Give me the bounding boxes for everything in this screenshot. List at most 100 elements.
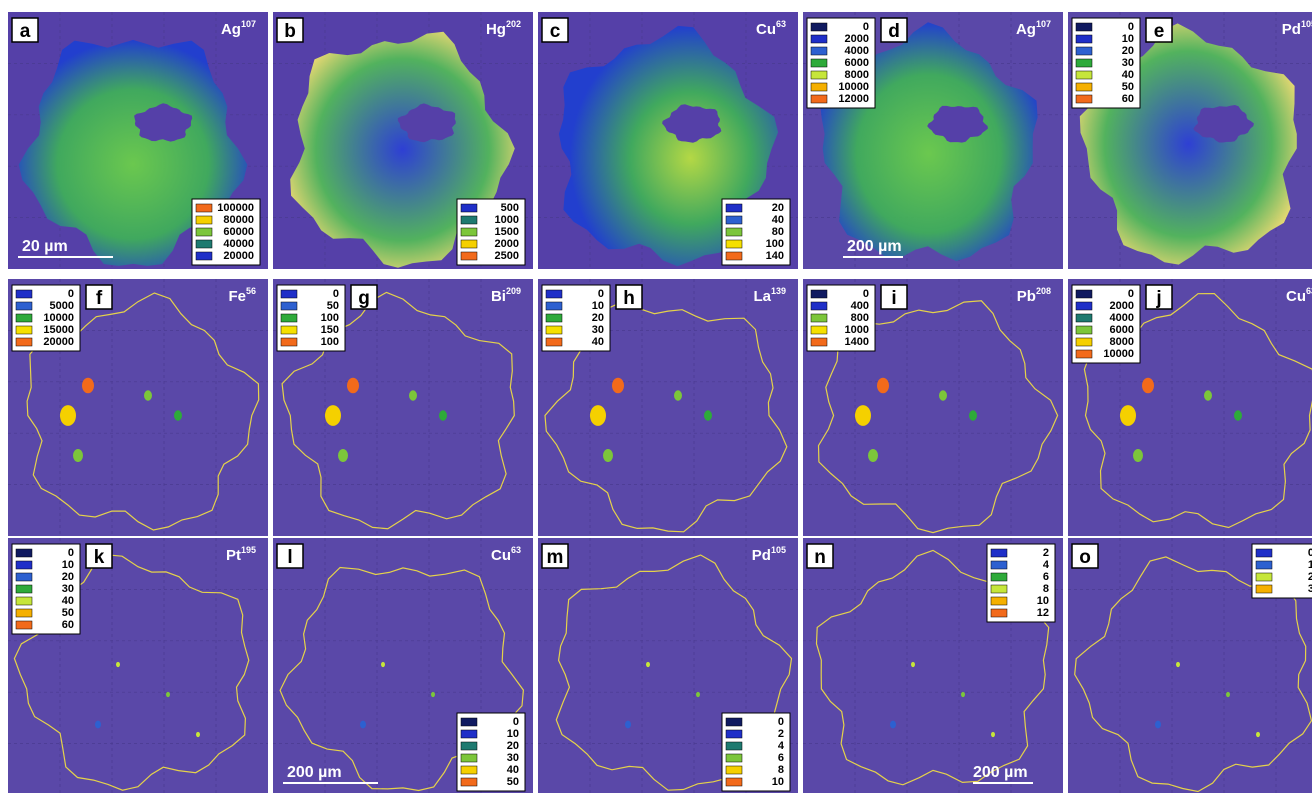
legend-label: 5000	[50, 300, 74, 312]
isotope-mass: 202	[506, 19, 521, 29]
legend-label: 30	[592, 324, 604, 336]
legend-label: 0	[68, 288, 74, 300]
figure: Ag10710000080000600004000020000a20 µmHg2…	[0, 0, 1312, 793]
legend-swatch	[811, 71, 827, 79]
legend-swatch	[196, 240, 212, 248]
panel: Pt1950102030405060k	[8, 538, 268, 793]
legend-swatch	[811, 302, 827, 310]
legend-swatch	[1256, 561, 1272, 569]
legend-label: 2500	[495, 250, 519, 262]
legend-swatch	[461, 754, 477, 762]
legend-label: 1400	[845, 336, 869, 348]
legend-label: 50	[1122, 81, 1134, 93]
legend-swatch	[16, 326, 32, 334]
element-symbol: La	[753, 288, 771, 305]
legend-label: 30	[507, 752, 519, 764]
panel-letter: l	[287, 547, 292, 568]
legend-label: 8000	[845, 69, 869, 81]
legend-label: 1000	[495, 214, 519, 226]
legend-swatch	[461, 252, 477, 260]
legend-label: 10	[592, 300, 604, 312]
hotspot	[325, 405, 341, 426]
hotspot	[1142, 378, 1154, 394]
legend-label: 140	[766, 250, 784, 262]
legend-label: 30	[1122, 57, 1134, 69]
hotspot	[174, 410, 182, 420]
hotspot	[360, 721, 366, 729]
legend-swatch	[811, 326, 827, 334]
hotspot	[1226, 692, 1230, 697]
legend-label: 4000	[1110, 312, 1134, 324]
legend-swatch	[281, 338, 297, 346]
hotspot	[338, 449, 348, 462]
legend-label: 0	[863, 21, 869, 33]
hotspot	[939, 390, 947, 400]
panel: Te1300123o	[1068, 538, 1312, 793]
legend-swatch	[281, 314, 297, 322]
legend-label: 6000	[1110, 324, 1134, 336]
legend-label: 60000	[223, 226, 254, 238]
isotope-mass: 107	[1036, 19, 1051, 29]
legend-label: 150	[321, 324, 339, 336]
legend-label: 20	[772, 202, 784, 214]
legend-swatch	[1076, 314, 1092, 322]
legend-swatch	[1076, 47, 1092, 55]
legend-label: 800	[851, 312, 869, 324]
element-symbol: Cu	[491, 547, 511, 564]
hotspot	[409, 390, 417, 400]
legend-label: 30	[62, 583, 74, 595]
legend-swatch	[991, 609, 1007, 617]
hotspot	[704, 410, 712, 420]
hotspot	[1234, 410, 1242, 420]
legend-label: 0	[598, 288, 604, 300]
legend-swatch	[461, 778, 477, 786]
isotope-mass: 107	[241, 19, 256, 29]
legend-label: 1	[1308, 559, 1312, 571]
legend-label: 3	[1308, 583, 1312, 595]
element-symbol: Ag	[1016, 21, 1036, 38]
panel-letter: k	[94, 547, 105, 568]
legend-label: 6	[1043, 571, 1049, 583]
legend-label: 8	[1043, 583, 1049, 595]
legend-label: 40	[62, 595, 74, 607]
legend-label: 0	[513, 716, 519, 728]
legend-swatch	[726, 742, 742, 750]
legend-swatch	[16, 549, 32, 557]
legend-label: 6	[778, 752, 784, 764]
legend-swatch	[726, 240, 742, 248]
hotspot	[646, 662, 650, 667]
scale-bar-label: 200 µm	[287, 764, 342, 781]
panel-letter: i	[891, 288, 896, 309]
legend-label: 0	[778, 716, 784, 728]
panel-letter: j	[1155, 288, 1161, 309]
element-symbol: Pd	[1282, 21, 1301, 38]
legend-swatch	[16, 302, 32, 310]
legend-label: 10	[1037, 595, 1049, 607]
panel-letter: a	[20, 21, 31, 42]
element-symbol: Ag	[221, 21, 241, 38]
legend-label: 400	[851, 300, 869, 312]
legend-label: 10	[507, 728, 519, 740]
element-symbol: Fe	[228, 288, 246, 305]
legend-label: 40	[1122, 69, 1134, 81]
hotspot	[612, 378, 624, 394]
legend-swatch	[461, 204, 477, 212]
legend-swatch	[546, 302, 562, 310]
legend-swatch	[811, 47, 827, 55]
legend-swatch	[991, 597, 1007, 605]
hotspot	[1204, 390, 1212, 400]
legend-swatch	[16, 609, 32, 617]
legend-swatch	[1076, 83, 1092, 91]
legend-label: 10	[1122, 33, 1134, 45]
isotope-mass: 56	[246, 286, 256, 296]
isotope-mass: 105	[1301, 19, 1312, 29]
legend-swatch	[811, 83, 827, 91]
legend-swatch	[461, 228, 477, 236]
legend-label: 1000	[845, 324, 869, 336]
hotspot	[855, 405, 871, 426]
hotspot	[381, 662, 385, 667]
legend-swatch	[726, 778, 742, 786]
legend-swatch	[16, 338, 32, 346]
legend-label: 2	[778, 728, 784, 740]
